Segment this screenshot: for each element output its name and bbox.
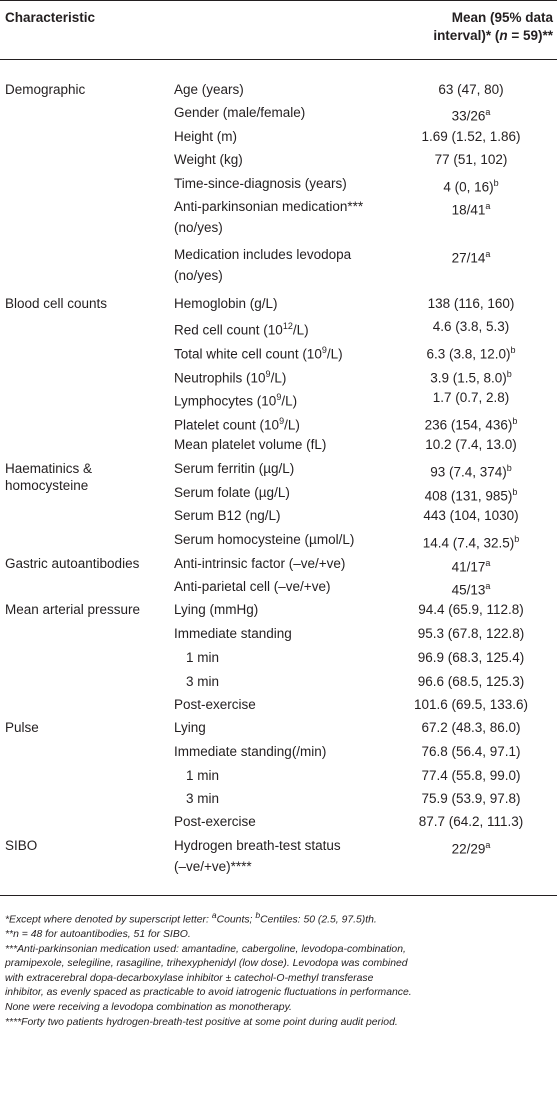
row-value: 87.7 (64.2, 111.3) (418, 814, 524, 829)
group-label: Haematinics & homocysteine (5, 461, 93, 493)
row-characteristic: 1 min (186, 768, 220, 783)
row-characteristic: 3 min (186, 674, 220, 689)
row-characteristic: Lying (174, 720, 206, 735)
footnote-4: ****Forty two patients hydrogen-breath-t… (5, 1016, 398, 1028)
row-characteristic: Gender (male/female) (174, 105, 306, 120)
row-value: 95.3 (67.8, 122.8) (417, 626, 525, 641)
row-characteristic: Platelet count (109/L) (174, 416, 300, 433)
row-characteristic: Age (years) (174, 82, 244, 97)
row-characteristic: Serum folate (µg/L) (174, 485, 290, 500)
row-characteristic: Mean platelet volume (fL) (174, 437, 327, 452)
group-label: Pulse (5, 720, 39, 735)
row-value: 33/26a (451, 107, 491, 124)
row-value: 3.9 (1.5, 8.0)b (430, 369, 512, 386)
row-value: 75.9 (53.9, 97.8) (421, 791, 521, 806)
row-characteristic: Post-exercise (174, 697, 256, 712)
row-characteristic: Anti-parietal cell (–ve/+ve) (174, 579, 331, 594)
row-characteristic: Time-since-diagnosis (years) (174, 176, 347, 191)
header-mean-line2: interval)* (n = 59)** (433, 28, 553, 43)
row-characteristic: Total white cell count (109/L) (174, 345, 343, 362)
row-characteristic: 1 min (186, 650, 220, 665)
table-bottom-rule (0, 895, 557, 896)
row-value: 94.4 (65.9, 112.8) (418, 602, 524, 617)
row-value: 1.7 (0.7, 2.8) (432, 390, 510, 405)
row-characteristic: Hydrogen breath-test status (–ve/+ve)**** (174, 838, 341, 874)
header-rule (0, 59, 557, 60)
footnotes: *Except where denoted by superscript let… (5, 908, 553, 1030)
row-value: 27/14a (451, 249, 491, 266)
footnote-2: **n = 48 for autoantibodies, 51 for SIBO… (5, 929, 191, 941)
row-value: 77.4 (55.8, 99.0) (421, 768, 521, 783)
row-value: 41/17a (451, 558, 491, 575)
row-value: 408 (131, 985)b (424, 487, 518, 504)
row-value: 236 (154, 436)b (424, 416, 518, 433)
row-value: 22/29a (451, 840, 491, 857)
row-value: 18/41a (451, 201, 491, 218)
row-value: 6.3 (3.8, 12.0)b (426, 345, 516, 362)
row-characteristic: 3 min (186, 791, 220, 806)
row-characteristic: Serum ferritin (µg/L) (174, 461, 295, 476)
row-value: 138 (116, 160) (427, 296, 515, 311)
header-characteristic: Characteristic (5, 10, 96, 25)
row-value: 63 (47, 80) (438, 82, 504, 97)
row-value: 76.8 (56.4, 97.1) (421, 744, 521, 759)
group-label: Demographic (5, 82, 86, 97)
group-label: Gastric autoantibodies (5, 556, 140, 571)
row-value: 96.9 (68.3, 125.4) (417, 650, 525, 665)
group-label: Mean arterial pressure (5, 602, 141, 617)
row-value: 77 (51, 102) (434, 152, 508, 167)
row-value: 4 (0, 16)b (443, 178, 499, 195)
row-characteristic: Anti-parkinsonian medication*** (no/yes) (174, 199, 364, 235)
row-characteristic: Neutrophils (109/L) (174, 369, 287, 386)
group-label: Blood cell counts (5, 296, 108, 311)
header-mean-line1: Mean (95% data (451, 10, 553, 25)
group-label: SIBO (5, 838, 38, 853)
row-value: 14.4 (7.4, 32.5)b (422, 534, 520, 551)
row-value: 45/13a (451, 581, 491, 598)
row-characteristic: Hemoglobin (g/L) (174, 296, 278, 311)
row-characteristic: Height (m) (174, 129, 238, 144)
row-characteristic: Anti-intrinsic factor (–ve/+ve) (174, 556, 346, 571)
row-value: 443 (104, 1030) (423, 508, 519, 523)
row-characteristic: Immediate standing (174, 626, 292, 641)
row-characteristic: Lying (mmHg) (174, 602, 259, 617)
row-characteristic: Medication includes levodopa (no/yes) (174, 247, 352, 283)
row-value: 93 (7.4, 374)b (430, 463, 512, 480)
row-characteristic: Immediate standing(/min) (174, 744, 327, 759)
footnote-1: *Except where denoted by superscript let… (5, 910, 377, 926)
row-value: 1.69 (1.52, 1.86) (421, 129, 521, 144)
row-value: 96.6 (68.5, 125.3) (417, 674, 525, 689)
row-characteristic: Serum homocysteine (µmol/L) (174, 532, 355, 547)
row-characteristic: Lymphocytes (109/L) (174, 392, 298, 409)
footnote-3: ***Anti-parkinsonian medication used: am… (5, 943, 412, 1014)
row-characteristic: Weight (kg) (174, 152, 243, 167)
row-characteristic: Red cell count (1012/L) (174, 321, 309, 338)
row-value: 101.6 (69.5, 133.6) (413, 697, 529, 712)
row-characteristic: Post-exercise (174, 814, 256, 829)
row-characteristic: Serum B12 (ng/L) (174, 508, 281, 523)
row-value: 10.2 (7.4, 13.0) (425, 437, 517, 452)
row-value: 67.2 (48.3, 86.0) (421, 720, 521, 735)
table-top-rule (0, 0, 557, 1)
row-value: 4.6 (3.8, 5.3) (432, 319, 510, 334)
